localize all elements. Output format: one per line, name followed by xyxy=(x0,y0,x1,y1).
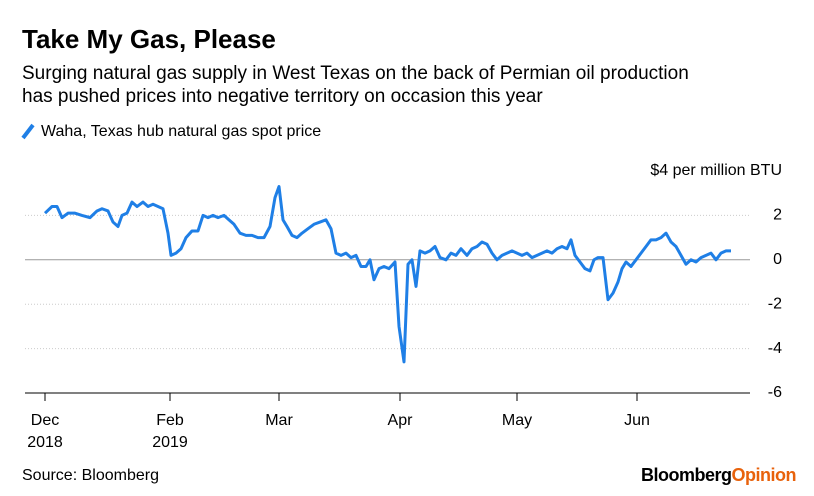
x-tick-label: Mar xyxy=(265,412,293,429)
y-tick-label: -6 xyxy=(768,384,782,401)
subtitle: Surging natural gas supply in West Texas… xyxy=(22,63,689,84)
source: Source: Bloomberg xyxy=(22,467,159,484)
y-tick-label: $4 per million BTU xyxy=(650,162,782,179)
brand-part: Opinion xyxy=(732,465,796,485)
chart-title: Take My Gas, Please xyxy=(22,24,276,54)
y-tick-label: -2 xyxy=(768,295,782,312)
data-line xyxy=(43,185,731,364)
x-tick-label: Jun xyxy=(624,412,650,429)
y-tick-label: 0 xyxy=(773,251,782,268)
brand: BloombergOpinion xyxy=(641,465,796,485)
x-tick-label: Feb 2019 xyxy=(152,412,188,451)
legend-swatch xyxy=(21,123,35,140)
y-tick-label: -4 xyxy=(768,340,782,357)
x-tick-label: Dec 2018 xyxy=(27,412,63,451)
legend-label: Waha, Texas hub natural gas spot price xyxy=(41,123,321,140)
y-tick-label: 2 xyxy=(773,207,782,224)
subtitle: has pushed prices into negative territor… xyxy=(22,86,543,107)
brand-part: Bloomberg xyxy=(641,465,732,485)
x-tick-label: May xyxy=(501,412,533,429)
x-tick-label: Apr xyxy=(387,412,413,429)
